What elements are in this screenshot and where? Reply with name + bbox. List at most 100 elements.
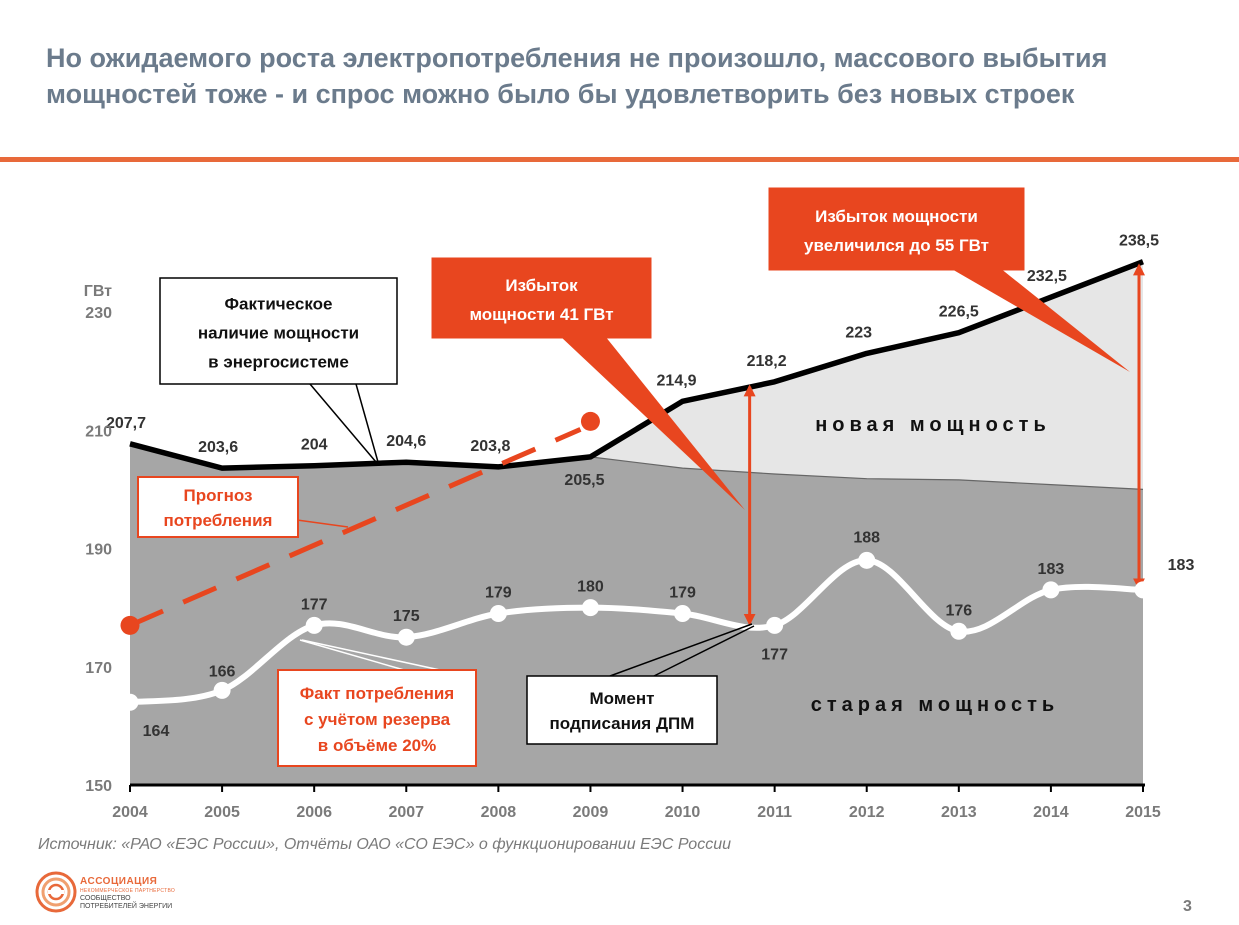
surplus-55-box: Избыток мощности увеличился до 55 ГВт — [768, 187, 1025, 271]
forecast-marker — [120, 615, 140, 635]
fact-capacity-pointer — [309, 383, 377, 463]
consumption-pointer — [299, 639, 405, 671]
consumption-value-label: 177 — [761, 646, 788, 663]
capacity-value-label: 223 — [845, 324, 872, 341]
fact-capacity-pointer — [355, 383, 379, 463]
dpm-box-text: Момент — [590, 689, 655, 708]
x-tick-label: 2005 — [204, 804, 240, 821]
logo-text-2: НЕКОММЕРЧЕСКОЕ ПАРТНЕРСТВО — [80, 888, 176, 894]
surplus-41-box-text: Избыток — [505, 276, 578, 295]
surplus-41-box: Избыток мощности 41 ГВт — [431, 257, 652, 339]
capacity-value-label: 218,2 — [747, 353, 787, 370]
consumption-value-label: 166 — [209, 663, 236, 680]
y-tick-label: 170 — [85, 660, 112, 677]
x-tick-label: 2012 — [849, 804, 885, 821]
consumption-value-label: 164 — [143, 723, 170, 740]
y-tick-label: 190 — [85, 542, 112, 559]
capacity-value-label: 214,9 — [657, 372, 697, 389]
title-line-2: мощностей тоже - и спрос можно было бы у… — [46, 79, 1075, 109]
capacity-line — [129, 259, 1144, 471]
consumption-marker — [305, 616, 323, 634]
dpm-box: Момент подписания ДПМ — [526, 675, 718, 745]
x-tick-label: 2014 — [1033, 804, 1069, 821]
consumption-value-label: 179 — [485, 585, 512, 602]
y-tick-label: 210 — [85, 423, 112, 440]
consumption-value-label: 179 — [669, 585, 696, 602]
consumption-marker — [950, 622, 968, 640]
capacity-value-label: 238,5 — [1119, 233, 1159, 250]
capacity-value-label: 203,6 — [198, 439, 238, 456]
consumption-value-label: 175 — [393, 608, 420, 625]
old-capacity-label: старая мощность — [811, 694, 1059, 716]
capacity-value-label: 232,5 — [1027, 268, 1067, 285]
association-logo: АССОЦИАЦИЯ НЕКОММЕРЧЕСКОЕ ПАРТНЕРСТВО СО… — [34, 870, 234, 920]
consumption-value-label: 176 — [945, 602, 972, 619]
consumption-value-label: 183 — [1038, 561, 1065, 578]
forecast-line — [129, 427, 582, 628]
consumption-box-text: Факт потребления — [300, 684, 454, 703]
x-tick-label: 2013 — [941, 804, 977, 821]
logo-text-4: ПОТРЕБИТЕЛЕЙ ЭНЕРГИИ — [80, 903, 173, 910]
title-line-1: Но ожидаемого роста электропотребления н… — [46, 43, 1108, 73]
consumption-marker — [213, 681, 231, 699]
new-capacity-area — [130, 261, 1143, 490]
consumption-marker — [1134, 581, 1152, 599]
consumption-box: Факт потребления с учётом резерва в объёме… — [277, 669, 477, 767]
y-tick-label: 230 — [85, 305, 112, 322]
fact-capacity-box-text: Фактическое — [225, 295, 333, 314]
surplus-41-pointer — [560, 336, 745, 510]
surplus-55-box-text: увеличился до 55 ГВт — [804, 236, 989, 255]
consumption-marker — [121, 693, 139, 711]
y-tick-label: 150 — [85, 778, 112, 795]
x-tick-label: 2006 — [296, 804, 332, 821]
consumption-value-label: 177 — [301, 596, 328, 613]
x-tick-label: 2007 — [388, 804, 424, 821]
dpm-box-text: подписания ДПМ — [550, 714, 695, 733]
surplus-41-box-text: мощности 41 ГВт — [469, 305, 613, 324]
forecast-box-text: потребления — [164, 511, 273, 530]
logo-text-3: СООБЩЕСТВО — [80, 895, 131, 902]
consumption-marker — [397, 628, 415, 646]
consumption-box-text: с учётом резерва — [304, 710, 451, 729]
new-capacity-label: новая мощность — [815, 414, 1051, 436]
surplus-55-box-text: Избыток мощности — [815, 207, 978, 226]
x-tick-label: 2011 — [757, 804, 792, 821]
capacity-value-label: 204,6 — [386, 433, 426, 450]
forecast-box-text: Прогноз — [184, 486, 253, 505]
consumption-marker — [581, 599, 599, 617]
title-divider — [0, 157, 1239, 162]
dpm-pointer — [609, 623, 753, 677]
surplus-55-pointer — [950, 268, 1130, 372]
logo-text-1: АССОЦИАЦИЯ — [80, 876, 158, 887]
fact-capacity-box-text: наличие мощности — [198, 324, 359, 343]
fact-capacity-box-text: в энергосистеме — [208, 353, 349, 372]
x-tick-label: 2004 — [112, 804, 148, 821]
consumption-marker — [674, 605, 692, 623]
forecast-box: Прогноз потребления — [137, 476, 299, 538]
forecast-pointer — [296, 519, 349, 528]
consumption-marker — [766, 616, 784, 634]
dpm-pointer — [653, 625, 755, 677]
slide-title: Но ожидаемого роста электропотребления н… — [46, 40, 1196, 112]
consumption-pointer — [301, 639, 441, 671]
y-axis-label: ГВт — [84, 283, 112, 300]
fact-capacity-box: Фактическое наличие мощности в энергосисте… — [159, 277, 398, 385]
consumption-marker — [858, 551, 876, 569]
x-tick-label: 2015 — [1125, 804, 1161, 821]
source-note: Источник: «РАО «ЕЭС России», Отчёты ОАО … — [38, 836, 731, 853]
consumption-value-label: 180 — [577, 579, 604, 596]
capacity-value-label: 207,7 — [106, 415, 146, 432]
capacity-value-label: 226,5 — [939, 304, 979, 321]
consumption-marker — [1042, 581, 1060, 599]
page-number: 3 — [1183, 898, 1192, 915]
consumption-box-text: в объёме 20% — [318, 736, 436, 755]
x-tick-label: 2008 — [481, 804, 517, 821]
capacity-value-label: 204 — [301, 437, 328, 454]
x-tick-label: 2009 — [573, 804, 609, 821]
logo-ring-icon — [35, 871, 77, 913]
consumption-value-label: 183 — [1168, 557, 1195, 574]
consumption-marker — [489, 605, 507, 623]
capacity-value-label: 203,8 — [470, 438, 510, 455]
capacity-value-label: 205,5 — [564, 472, 604, 489]
